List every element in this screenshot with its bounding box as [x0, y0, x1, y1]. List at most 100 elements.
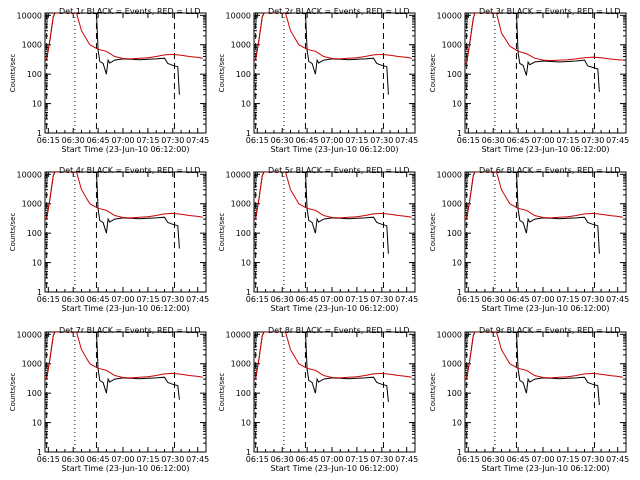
x-tick-label: 07:15 [136, 455, 159, 464]
y-tick-label: 10000 [226, 170, 251, 179]
detector-panel-6: 1 10 100 1000 10000 06:15 06:30 06:45 07:00 07:15… [429, 166, 629, 313]
y-tick-label: 10 [241, 259, 251, 268]
x-tick-label: 06:15 [37, 295, 60, 304]
y-tick-label: 1000 [22, 41, 42, 50]
x-tick-label: 07:00 [111, 136, 134, 145]
detector-panel-1: 1 10 100 1000 10000 06:15 06:30 06:45 07:00 07:15… [9, 7, 209, 154]
x-tick-label: 07:30 [161, 455, 184, 464]
x-tick-label: 06:45 [507, 136, 530, 145]
y-tick-label: 10000 [437, 170, 462, 179]
x-tick-label: 06:45 [87, 455, 110, 464]
detector-panel-4: 1 10 100 1000 10000 06:15 06:30 06:45 07:00 07:15… [9, 166, 209, 313]
x-tick-label: 07:00 [320, 455, 343, 464]
x-tick-label: 06:30 [271, 136, 294, 145]
panel-title: Det 5r BLACK = Events, RED = LLD [268, 166, 410, 175]
x-tick-label: 06:30 [62, 455, 85, 464]
x-tick-label: 06:45 [507, 295, 530, 304]
y-tick-label: 10 [241, 419, 251, 428]
series-events-line [45, 172, 180, 249]
x-tick-label: 06:45 [296, 455, 319, 464]
x-tick-label: 07:30 [370, 136, 393, 145]
x-tick-label: 07:15 [136, 136, 159, 145]
y-tick-label: 100 [236, 229, 251, 238]
series-lld-line [254, 332, 412, 380]
x-tick-label: 07:15 [345, 136, 368, 145]
panel-title: Det 3r BLACK = Events, RED = LLD [479, 7, 621, 16]
x-tick-label: 07:00 [531, 295, 554, 304]
x-tick-label: 07:30 [581, 136, 604, 145]
x-axis-label: Start Time (23-Jun-10 06:12:00) [62, 464, 190, 473]
plot-frame [44, 12, 207, 134]
series-lld-line [45, 332, 203, 380]
x-tick-label: 06:45 [296, 295, 319, 304]
x-tick-label: 06:15 [246, 455, 269, 464]
plot-frame [44, 171, 207, 293]
y-tick-label: 1 [246, 129, 251, 138]
y-tick-label: 100 [27, 70, 42, 79]
series-lld-line [45, 13, 203, 61]
series-lld-line [254, 13, 412, 61]
y-tick-label: 1 [457, 129, 462, 138]
plot-frame [464, 331, 627, 453]
y-tick-label: 10000 [437, 330, 462, 339]
x-tick-label: 07:15 [136, 295, 159, 304]
x-tick-label: 06:30 [482, 455, 505, 464]
y-tick-label: 1000 [231, 41, 251, 50]
x-axis-label: Start Time (23-Jun-10 06:12:00) [271, 145, 399, 154]
y-axis-label: Counts/sec [429, 54, 437, 93]
series-events-line [254, 332, 389, 403]
x-tick-label: 07:30 [370, 295, 393, 304]
x-tick-label: 06:15 [457, 295, 480, 304]
y-tick-label: 100 [447, 70, 462, 79]
x-tick-label: 06:30 [271, 455, 294, 464]
x-axis-label: Start Time (23-Jun-10 06:12:00) [271, 304, 399, 313]
y-tick-label: 1000 [442, 200, 462, 209]
y-axis-label: Counts/sec [218, 373, 226, 412]
y-axis-label: Counts/sec [429, 373, 437, 412]
x-axis-label: Start Time (23-Jun-10 06:12:00) [482, 304, 610, 313]
x-tick-label: 06:45 [87, 295, 110, 304]
x-axis-label: Start Time (23-Jun-10 06:12:00) [271, 464, 399, 473]
y-axis-label: Counts/sec [218, 54, 226, 93]
x-axis-label: Start Time (23-Jun-10 06:12:00) [62, 145, 190, 154]
x-tick-label: 07:15 [345, 295, 368, 304]
y-tick-label: 1000 [442, 360, 462, 369]
series-lld-line [465, 332, 623, 380]
x-tick-label: 06:45 [87, 136, 110, 145]
x-tick-label: 07:15 [345, 455, 368, 464]
x-tick-label: 07:00 [111, 295, 134, 304]
series-events-line [465, 172, 600, 254]
series-events-line [465, 13, 600, 92]
series-events-line [45, 13, 180, 95]
x-tick-label: 07:15 [556, 455, 579, 464]
y-axis-label: Counts/sec [9, 373, 17, 412]
y-tick-label: 100 [27, 389, 42, 398]
series-lld-line [465, 13, 623, 65]
y-tick-label: 10 [452, 100, 462, 109]
x-tick-label: 07:30 [581, 295, 604, 304]
x-tick-label: 07:00 [531, 136, 554, 145]
x-tick-label: 07:45 [606, 136, 629, 145]
y-tick-label: 10 [452, 259, 462, 268]
y-tick-label: 1 [37, 448, 42, 457]
series-events-line [465, 332, 600, 405]
y-tick-label: 10 [32, 259, 42, 268]
panel-title: Det 1r BLACK = Events, RED = LLD [59, 7, 201, 16]
detector-panel-2: 1 10 100 1000 10000 06:15 06:30 06:45 07:00 07:15… [218, 7, 418, 154]
series-lld-line [254, 172, 412, 220]
series-events-line [254, 13, 389, 95]
y-axis-label: Counts/sec [429, 213, 437, 252]
y-tick-label: 100 [236, 389, 251, 398]
x-tick-label: 07:15 [556, 136, 579, 145]
y-tick-label: 1000 [231, 200, 251, 209]
y-tick-label: 10 [241, 100, 251, 109]
x-tick-label: 07:45 [606, 455, 629, 464]
y-tick-label: 100 [27, 229, 42, 238]
series-events-line [254, 172, 389, 254]
panel-title: Det 6r BLACK = Events, RED = LLD [479, 166, 621, 175]
x-tick-label: 06:15 [457, 136, 480, 145]
detector-panel-7: 1 10 100 1000 10000 06:15 06:30 06:45 07:00 07:15… [9, 326, 209, 473]
x-axis-label: Start Time (23-Jun-10 06:12:00) [482, 464, 610, 473]
x-tick-label: 07:30 [161, 295, 184, 304]
